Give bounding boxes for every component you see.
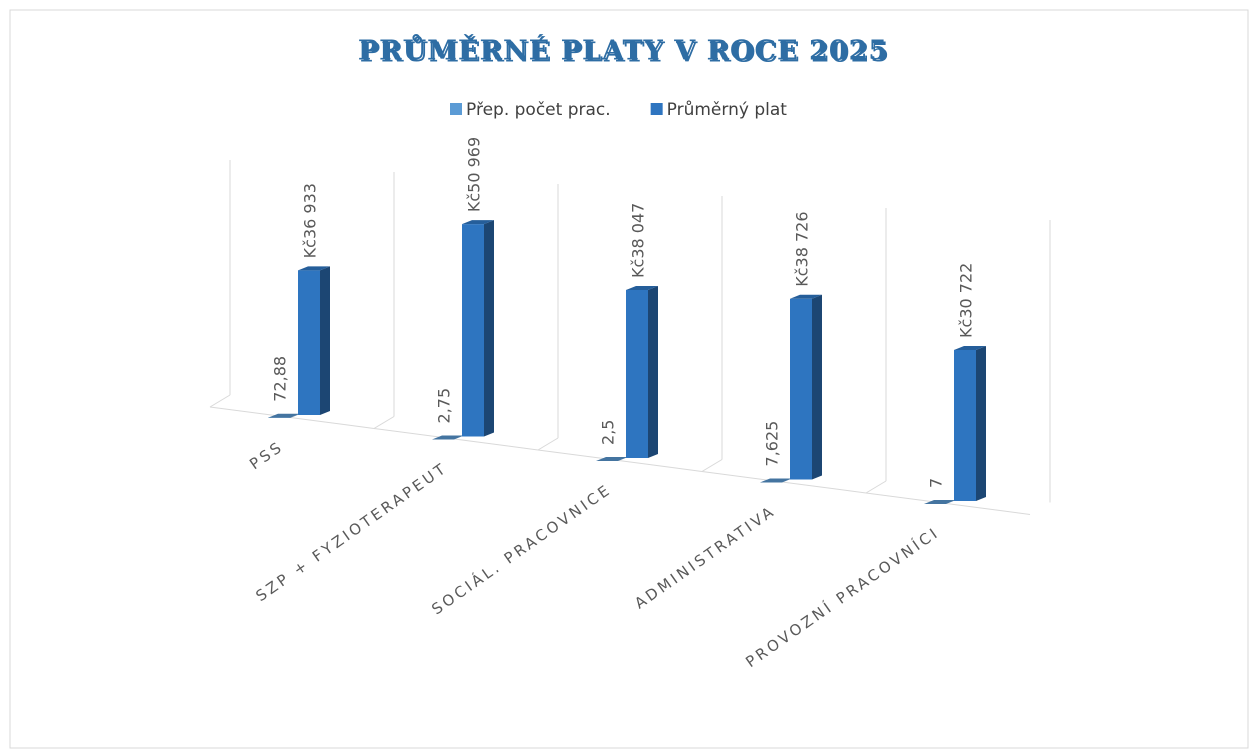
bar <box>298 266 330 415</box>
data-label: Kč38 047 <box>629 203 648 278</box>
bar-front <box>462 224 484 437</box>
floor-line <box>507 445 539 451</box>
bar <box>268 413 300 418</box>
bar-front <box>298 270 320 415</box>
data-label: Kč36 933 <box>301 183 320 258</box>
bar-side <box>320 266 330 415</box>
bar-side <box>290 413 300 418</box>
legend-swatch <box>450 103 462 115</box>
floor-line <box>865 480 887 494</box>
floor-line <box>671 467 703 472</box>
data-label: 72,88 <box>271 356 290 402</box>
bar-top <box>596 456 628 461</box>
data-label: 2,5 <box>599 420 618 445</box>
bar-top <box>954 345 986 350</box>
bar-top <box>626 285 658 290</box>
x-tick-label: ADMINISTRATIVA <box>631 502 779 613</box>
legend-label: Přep. počet prac. <box>466 100 611 120</box>
bar <box>924 499 956 504</box>
legend: Přep. počet prac. Průměrný plat <box>450 100 787 120</box>
bar-side <box>484 220 494 437</box>
bar-side <box>976 345 986 501</box>
x-tick-label: PSS <box>246 437 287 473</box>
legend-swatch <box>650 103 663 115</box>
legend-label: Průměrný plat <box>667 100 788 120</box>
bar-top <box>298 266 330 271</box>
bar-front <box>626 289 648 458</box>
bar-side <box>648 285 658 458</box>
bar <box>760 478 792 483</box>
bar-top <box>268 413 300 418</box>
floor-line <box>209 394 231 408</box>
bar-front <box>790 298 812 480</box>
floor-line <box>343 424 375 429</box>
data-label: 7 <box>927 478 946 488</box>
bar <box>596 456 628 461</box>
chart-title: PRŮMĚRNÉ PLATY V ROCE 2025 <box>358 33 888 67</box>
x-tick-label: SZP + FYZIOTERAPEUT <box>252 459 450 605</box>
bar-top <box>790 294 822 299</box>
bar <box>626 285 658 458</box>
bar-side <box>946 499 956 504</box>
bar <box>432 435 464 440</box>
floor-line <box>999 510 1031 515</box>
floor-line <box>537 437 559 451</box>
title-shadow: PRŮMĚRNÉ PLATY V ROCE 2025 <box>360 35 890 69</box>
bar-top <box>760 478 792 483</box>
floor-line <box>373 416 395 429</box>
floor-line <box>835 488 867 494</box>
data-label: 2,75 <box>435 388 454 424</box>
bar <box>790 294 822 480</box>
bar-side <box>618 456 628 461</box>
bar-top <box>432 435 464 440</box>
bar-front <box>954 349 976 501</box>
x-tick-label: SOCIÁL. PRACOVNICE <box>428 479 615 618</box>
x-tick-label: PROVOZNÍ PRACOVNÍCI <box>742 522 943 671</box>
bar <box>954 345 986 501</box>
bar-side <box>782 478 792 483</box>
bar-side <box>454 435 464 440</box>
floor-line <box>701 459 723 472</box>
data-label: Kč50 969 <box>465 137 484 212</box>
chart-frame <box>9 9 1249 749</box>
bar-side <box>812 294 822 480</box>
bar <box>462 220 494 437</box>
data-label: Kč38 726 <box>793 211 812 286</box>
data-label: Kč30 722 <box>957 263 976 338</box>
data-label: 7,625 <box>763 421 782 467</box>
bar-top <box>462 220 494 225</box>
bar-top <box>924 499 956 504</box>
